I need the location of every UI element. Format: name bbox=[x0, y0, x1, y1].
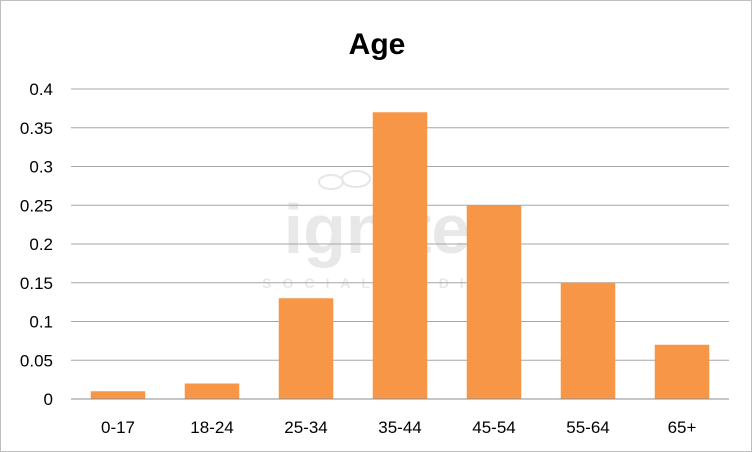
x-axis-tick-labels: 0-17 18-24 25-34 35-44 45-54 55-64 65+ bbox=[101, 418, 697, 437]
bar-45-54 bbox=[466, 205, 522, 399]
y-tick-label: 0 bbox=[44, 390, 53, 409]
x-tick-label: 45-54 bbox=[472, 418, 515, 437]
x-tick-label: 65+ bbox=[668, 418, 697, 437]
x-tick-label: 0-17 bbox=[101, 418, 135, 437]
bar-65+ bbox=[654, 344, 710, 399]
y-tick-label: 0.25 bbox=[20, 196, 53, 215]
speech-bubbles-icon bbox=[318, 170, 371, 190]
bar-18-24 bbox=[184, 383, 240, 399]
bar-35-44 bbox=[372, 112, 428, 399]
y-tick-label: 0.4 bbox=[29, 80, 53, 99]
y-tick-label: 0.2 bbox=[29, 235, 53, 254]
bars bbox=[90, 112, 710, 399]
x-tick-label: 25-34 bbox=[284, 418, 327, 437]
y-axis-tick-labels: 0 0.05 0.1 0.15 0.2 0.25 0.3 0.35 0.4 bbox=[20, 80, 53, 409]
y-tick-label: 0.35 bbox=[20, 119, 53, 138]
y-tick-label: 0.1 bbox=[29, 313, 53, 332]
x-tick-label: 18-24 bbox=[190, 418, 233, 437]
y-tick-label: 0.3 bbox=[29, 158, 53, 177]
bar-0-17 bbox=[90, 391, 146, 399]
bar-55-64 bbox=[560, 282, 616, 399]
x-tick-label: 55-64 bbox=[566, 418, 609, 437]
bar-25-34 bbox=[278, 298, 334, 399]
y-tick-label: 0.15 bbox=[20, 274, 53, 293]
x-tick-label: 35-44 bbox=[378, 418, 421, 437]
y-tick-label: 0.05 bbox=[20, 351, 53, 370]
chart-title: Age bbox=[349, 28, 406, 61]
